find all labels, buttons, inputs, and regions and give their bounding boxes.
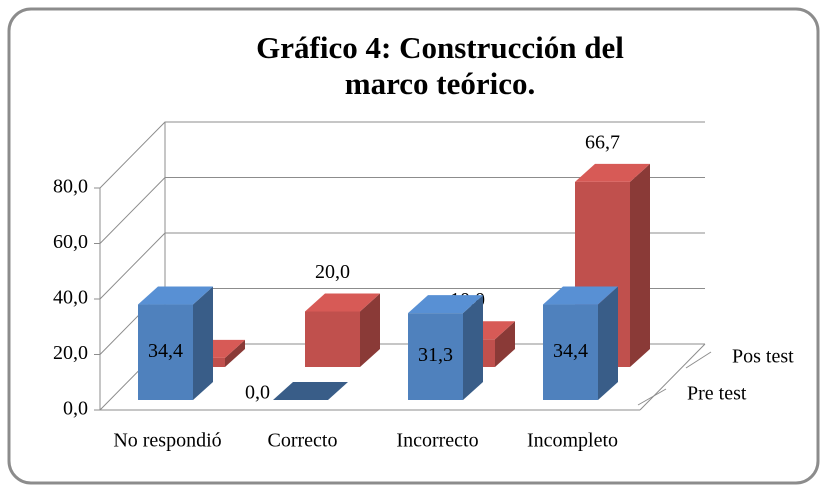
y-tick-label: 0,0 xyxy=(63,398,88,420)
y-tick-label: 60,0 xyxy=(53,231,88,253)
bar-top xyxy=(273,382,348,400)
data-label: 66,7 xyxy=(585,132,620,154)
legend-label: Pre test xyxy=(687,383,747,405)
chart-title: Gráfico 4: Construcción del marco teóric… xyxy=(256,30,624,101)
bar-side xyxy=(463,295,483,400)
x-tick-label: No respondió xyxy=(113,430,221,452)
bar-top xyxy=(543,286,618,305)
y-tick-label: 20,0 xyxy=(53,342,88,364)
bar-front xyxy=(138,304,193,400)
legend-tick xyxy=(637,388,667,406)
bar-side xyxy=(193,286,213,400)
data-label: 34,4 xyxy=(148,340,183,362)
bar-side xyxy=(598,286,618,400)
bar-front xyxy=(543,304,598,400)
bar-top xyxy=(305,293,380,312)
y-tick-label: 40,0 xyxy=(53,287,88,309)
x-tick-label: Correcto xyxy=(268,430,338,452)
bar-side xyxy=(225,339,245,367)
bar-front xyxy=(305,311,360,367)
data-label: 34,4 xyxy=(553,340,588,362)
floor-right xyxy=(639,343,706,411)
bar-top xyxy=(575,163,650,182)
legend-label: Pos test xyxy=(732,346,794,368)
bar-top xyxy=(408,295,483,314)
bar-side xyxy=(360,293,380,367)
bar-front xyxy=(408,313,463,400)
bar-side xyxy=(495,321,515,367)
bar-top xyxy=(138,286,213,305)
legend-tick xyxy=(685,351,712,369)
bar-side xyxy=(630,163,650,367)
y-tick-label: 80,0 xyxy=(53,176,88,198)
x-tick-label: Incompleto xyxy=(527,430,618,452)
data-label: 31,3 xyxy=(418,344,453,366)
data-label: 20,0 xyxy=(315,261,350,283)
data-label: 0,0 xyxy=(245,382,270,404)
x-tick-label: Incorrecto xyxy=(396,430,478,452)
